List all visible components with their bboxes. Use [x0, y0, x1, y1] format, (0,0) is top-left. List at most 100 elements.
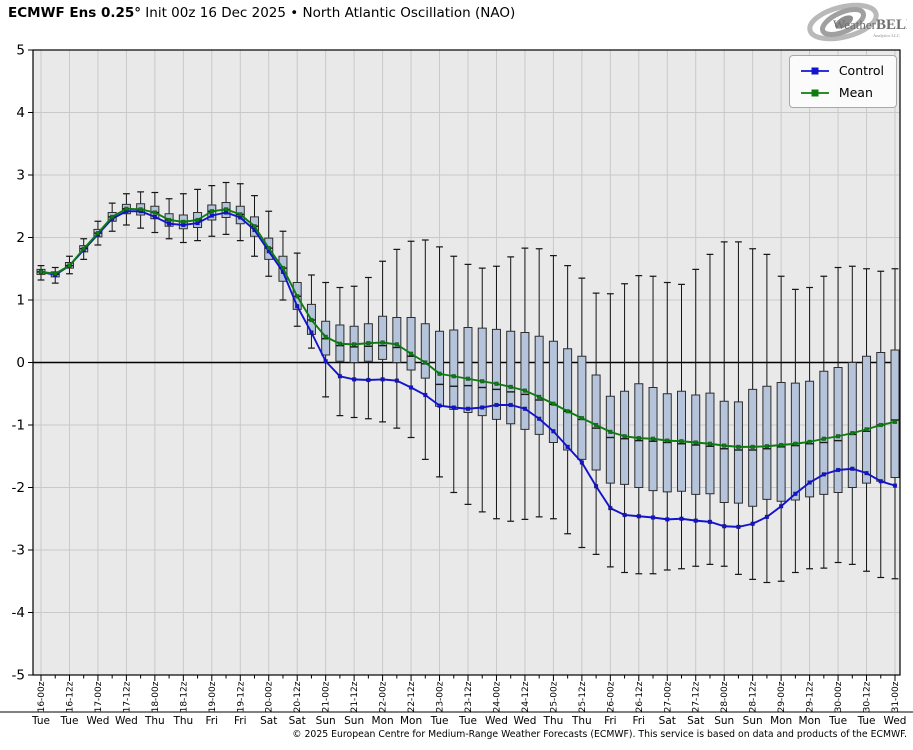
day-label: Wed — [115, 715, 138, 727]
chart-legend: Control Mean — [788, 55, 897, 108]
x-tick-label: 22-00z — [379, 681, 389, 712]
ensemble-box — [876, 352, 886, 482]
day-label: Thu — [543, 715, 564, 727]
day-label: Fri — [633, 715, 646, 727]
ensemble-box — [406, 317, 416, 371]
day-label: Thu — [571, 715, 592, 727]
ensemble-box — [776, 382, 786, 502]
x-tick-label: 19-12z — [236, 681, 246, 712]
ensemble-box — [563, 348, 573, 451]
day-label: Fri — [234, 715, 247, 727]
day-label: Sun — [743, 715, 763, 727]
mean-line-sample — [800, 89, 829, 96]
x-tick-label: 26-00z — [606, 681, 616, 712]
x-tick-label: 16-12z — [65, 681, 75, 712]
legend-item-mean: Mean — [800, 85, 884, 100]
y-tick-label: -4 — [12, 605, 25, 621]
x-tick-label: 17-12z — [122, 681, 132, 712]
ensemble-box — [819, 370, 829, 495]
y-tick-label: -2 — [12, 480, 25, 496]
y-tick-label: 2 — [16, 230, 25, 246]
day-label: Mon — [799, 715, 821, 727]
day-label: Sun — [714, 715, 734, 727]
logo-text: WeatherBELL — [833, 17, 907, 33]
copyright-text: © 2025 European Centre for Medium-Range … — [292, 729, 907, 740]
day-label: Tue — [458, 715, 477, 727]
x-tick-label: 28-00z — [720, 681, 730, 712]
ensemble-box — [591, 374, 601, 471]
x-tick-label: 17-00z — [94, 681, 104, 712]
legend-label-mean: Mean — [838, 85, 873, 100]
title-description: Init 00z 16 Dec 2025 • North Atlantic Os… — [141, 5, 516, 21]
weatherbell-logo: WeatherBELL Analytics LLC — [803, 2, 913, 44]
day-label: Wed — [485, 715, 508, 727]
swirl-icon — [807, 2, 879, 42]
ensemble-box — [890, 349, 900, 478]
ensemble-box — [605, 395, 615, 484]
ensemble-box — [833, 367, 843, 493]
x-tick-label: 16-00z — [37, 681, 47, 712]
ensemble-box — [805, 380, 815, 498]
y-tick-label: -1 — [12, 418, 25, 434]
day-label: Fri — [206, 715, 219, 727]
day-label: Mon — [372, 715, 394, 727]
x-tick-label: 31-00z — [891, 681, 901, 712]
ensemble-box — [463, 327, 473, 413]
ensemble-box — [392, 317, 402, 363]
x-tick-label: 29-00z — [777, 681, 787, 712]
day-label: Sat — [289, 715, 306, 727]
day-label: Sun — [344, 715, 364, 727]
day-label: Thu — [144, 715, 165, 727]
x-tick-label: 27-12z — [692, 681, 702, 712]
x-tick-label: 24-12z — [521, 681, 531, 712]
day-label: Wed — [884, 715, 907, 727]
ensemble-box — [520, 332, 530, 430]
ensemble-box — [847, 362, 857, 488]
day-label: Sat — [260, 715, 277, 727]
day-label: Wed — [86, 715, 109, 727]
title-product: ECMWF Ens 0.25° — [8, 5, 142, 21]
y-tick-label: -5 — [12, 668, 25, 684]
ensemble-box — [634, 383, 644, 488]
day-label: Thu — [172, 715, 193, 727]
y-tick-label: -3 — [12, 543, 25, 559]
day-label: Tue — [857, 715, 876, 727]
day-label: Wed — [513, 715, 536, 727]
ensemble-box — [435, 330, 445, 407]
page-title: ECMWF Ens 0.25° Init 00z 16 Dec 2025 • N… — [8, 5, 515, 21]
day-label: Mon — [770, 715, 792, 727]
ensemble-box — [449, 329, 459, 410]
ensemble-box — [577, 355, 587, 460]
x-tick-label: 29-12z — [806, 681, 816, 712]
x-tick-label: 19-00z — [208, 681, 218, 712]
x-tick-label: 27-00z — [663, 681, 673, 712]
x-tick-label: 18-00z — [151, 681, 161, 712]
x-tick-label: 22-12z — [407, 681, 417, 712]
day-label: Sat — [659, 715, 676, 727]
ensemble-box — [477, 327, 487, 417]
x-tick-label: 23-00z — [436, 681, 446, 712]
day-label: Sat — [687, 715, 704, 727]
ensemble-box — [762, 385, 772, 500]
x-tick-label: 30-00z — [834, 681, 844, 712]
y-tick-label: 5 — [16, 43, 25, 59]
day-label: Sun — [316, 715, 336, 727]
ensemble-box — [506, 330, 516, 425]
x-tick-label: 23-12z — [464, 681, 474, 712]
x-tick-label: 25-00z — [549, 681, 559, 712]
ensemble-box — [790, 382, 800, 501]
day-label: Tue — [828, 715, 847, 727]
logo-subtext: Analytics LLC — [873, 33, 900, 38]
ensemble-box — [719, 400, 729, 503]
x-tick-label: 24-00z — [492, 681, 502, 712]
legend-item-control: Control — [800, 63, 884, 78]
x-tick-label: 20-12z — [293, 681, 303, 712]
x-tick-label: 20-00z — [265, 681, 275, 712]
x-tick-label: 26-12z — [635, 681, 645, 712]
ensemble-box — [733, 401, 743, 504]
day-label: Tue — [430, 715, 449, 727]
y-tick-label: 0 — [16, 355, 25, 371]
x-tick-label: 30-12z — [863, 681, 873, 712]
